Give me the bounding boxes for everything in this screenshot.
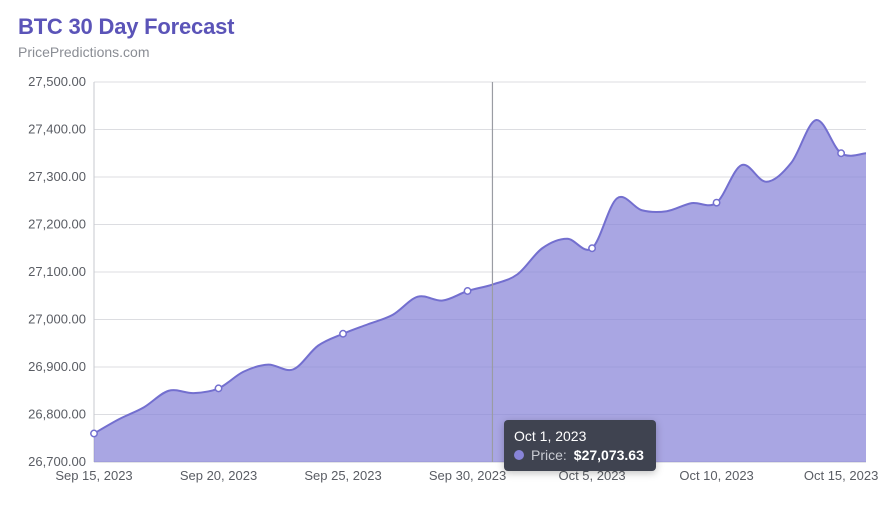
x-axis-tick-label: Sep 30, 2023 [429, 468, 506, 483]
chart-area[interactable]: 27,500.00 27,400.00 27,300.00 27,200.00 27,1… [0, 64, 882, 504]
chart-data-point [215, 385, 221, 391]
x-axis-tick-label: Sep 20, 2023 [180, 468, 257, 483]
tooltip-price-label: Price: [531, 447, 567, 463]
tooltip-date: Oct 1, 2023 [514, 428, 644, 444]
chart-data-point [91, 430, 97, 436]
chart-source: PricePredictions.com [18, 44, 864, 60]
chart-data-point [838, 150, 844, 156]
chart-data-point [464, 288, 470, 294]
tooltip-price-value: $27,073.63 [574, 447, 644, 463]
y-axis-tick-label: 27,300.00 [28, 169, 86, 184]
x-axis-tick-label: Sep 15, 2023 [55, 468, 132, 483]
y-axis-tick-label: 27,200.00 [28, 217, 86, 232]
y-axis-tick-label: 27,000.00 [28, 312, 86, 327]
chart-title: BTC 30 Day Forecast [18, 14, 864, 40]
chart-area-fill [94, 120, 866, 462]
chart-data-point [589, 245, 595, 251]
x-axis-tick-label: Sep 25, 2023 [304, 468, 381, 483]
x-axis-tick-label: Oct 10, 2023 [679, 468, 753, 483]
chart-data-point [713, 199, 719, 205]
chart-data-point [340, 331, 346, 337]
y-axis-tick-label: 26,900.00 [28, 359, 86, 374]
price-tooltip: Oct 1, 2023 Price: $27,073.63 [504, 420, 656, 471]
y-axis-tick-label: 26,800.00 [28, 407, 86, 422]
y-axis-tick-label: 27,500.00 [28, 74, 86, 89]
y-axis-tick-label: 26,700.00 [28, 454, 86, 469]
tooltip-swatch [514, 450, 524, 460]
chart-header: BTC 30 Day Forecast PricePredictions.com [0, 0, 882, 64]
chart-svg: 27,500.00 27,400.00 27,300.00 27,200.00 27,1… [0, 64, 882, 504]
y-axis-tick-label: 27,100.00 [28, 264, 86, 279]
y-axis-tick-label: 27,400.00 [28, 122, 86, 137]
x-axis-tick-label: Oct 15, 2023 [804, 468, 878, 483]
